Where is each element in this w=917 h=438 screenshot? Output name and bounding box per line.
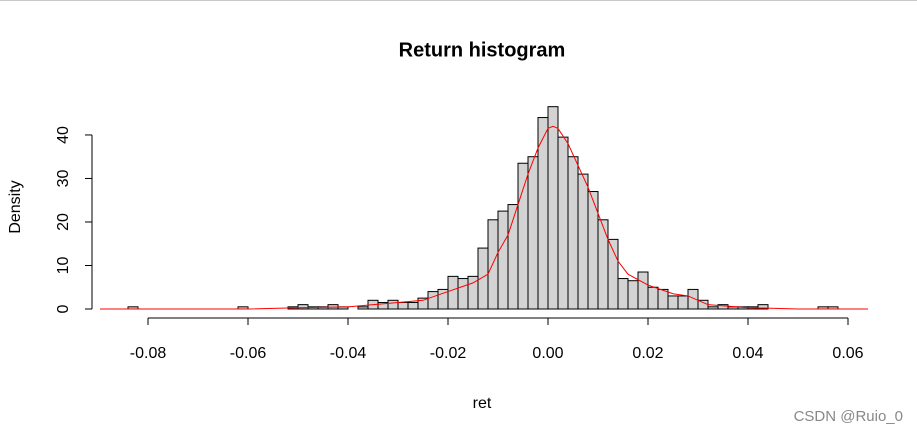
- bar: [607, 238, 619, 310]
- bar: [357, 306, 369, 310]
- bar: [687, 288, 699, 310]
- y-axis-label: Density: [7, 180, 24, 233]
- bar: [597, 219, 609, 310]
- bar: [547, 106, 559, 310]
- bar: [697, 299, 709, 310]
- x-tick-label: 0.00: [532, 345, 563, 362]
- y-tick-label: 0: [55, 304, 72, 313]
- bar: [497, 210, 509, 310]
- bar: [427, 291, 439, 310]
- bar: [647, 286, 659, 310]
- y-tick-label: 30: [55, 169, 72, 187]
- bar: [537, 117, 549, 310]
- bar: [627, 280, 639, 310]
- bar: [517, 162, 529, 310]
- bar: [637, 271, 649, 310]
- bar: [577, 173, 589, 310]
- bar: [657, 288, 669, 310]
- y-tick-label: 20: [55, 213, 72, 231]
- x-tick-label: 0.04: [732, 345, 763, 362]
- x-tick-label: 0.06: [832, 345, 863, 362]
- x-axis-label: ret: [473, 395, 492, 412]
- bar: [617, 278, 629, 310]
- bar: [707, 306, 719, 310]
- bar: [757, 304, 769, 310]
- bar: [667, 295, 679, 310]
- x-tick-label: -0.04: [330, 345, 367, 362]
- density-line: [100, 125, 868, 310]
- bar: [677, 295, 689, 310]
- y-tick-label: 40: [55, 126, 72, 144]
- x-tick-label: 0.02: [632, 345, 663, 362]
- x-tick-label: -0.06: [230, 345, 267, 362]
- bar: [297, 304, 309, 310]
- watermark: CSDN @Ruio_0: [794, 408, 903, 425]
- bar: [567, 156, 579, 310]
- bar: [387, 299, 399, 310]
- bar: [527, 156, 539, 310]
- bar: [447, 275, 459, 310]
- bar: [457, 278, 469, 310]
- bar: [557, 136, 569, 310]
- y-tick-label: 10: [55, 256, 72, 274]
- bar: [407, 301, 419, 310]
- bar: [417, 297, 429, 310]
- x-tick-label: -0.02: [430, 345, 467, 362]
- bar: [477, 247, 489, 310]
- chart-title: Return histogram: [399, 39, 566, 61]
- bar: [397, 301, 409, 310]
- x-tick-label: -0.08: [130, 345, 167, 362]
